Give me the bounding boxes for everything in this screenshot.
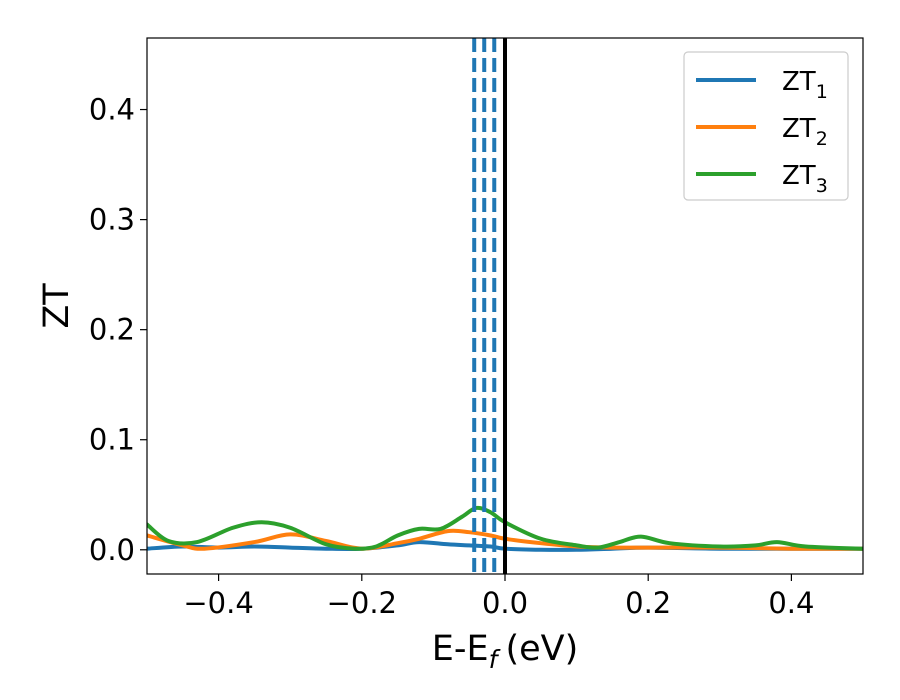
x-axis-label-subscript: f [489, 645, 501, 674]
legend-box [683, 51, 849, 201]
x-tick-label: −0.4 [183, 586, 253, 620]
legend-label-1: ZT1 [782, 67, 828, 103]
x-axis-label-main: E-E [432, 629, 489, 669]
legend-label-subscript: 1 [816, 81, 828, 103]
legend-label-name: ZT [782, 67, 816, 97]
y-tick-label: 0.2 [89, 313, 135, 347]
plot-area [147, 38, 863, 574]
legend-label-subscript: 2 [816, 128, 828, 150]
legend-label-3: ZT3 [782, 161, 828, 197]
x-tick-label: 0.2 [625, 586, 671, 620]
x-tick-label: 0.4 [768, 586, 814, 620]
legend-label-name: ZT [782, 161, 816, 191]
x-axis-label-unit: (eV) [505, 629, 578, 669]
y-tick-label: 0.3 [89, 203, 135, 237]
y-tick-label: 0.4 [89, 93, 135, 127]
x-axis-label: E-Ef (eV) [432, 629, 578, 674]
y-tick-label: 0.1 [89, 423, 135, 457]
x-tick-label: −0.2 [327, 586, 397, 620]
x-tick-label: 0.0 [482, 586, 528, 620]
legend-label-2: ZT2 [782, 114, 828, 150]
y-tick-label: 0.0 [89, 533, 135, 567]
legend-label-subscript: 3 [816, 175, 828, 197]
series-line-3 [147, 505, 863, 551]
series-line-2 [147, 528, 863, 551]
series-group [147, 38, 863, 574]
axes: −0.4 −0.2 0.0 0.2 0.4 0.0 0.1 0.2 0.3 0.4 E-Ef (eV)… [37, 37, 864, 674]
legend-label-name: ZT [782, 114, 816, 144]
y-axis-label: ZT [37, 283, 77, 329]
